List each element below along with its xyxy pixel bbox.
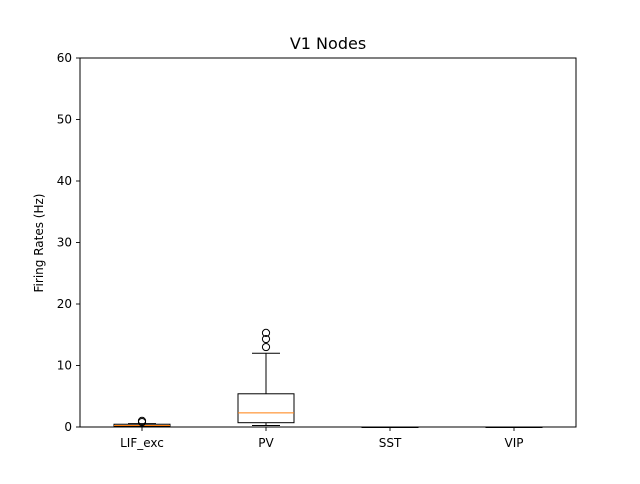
y-tick-label: 0 [64, 420, 72, 434]
y-axis-label: Firing Rates (Hz) [32, 194, 46, 293]
chart-title: V1 Nodes [290, 34, 366, 53]
y-tick-label: 50 [57, 113, 72, 127]
flier-point [137, 416, 147, 425]
y-tick-label: 40 [57, 174, 72, 188]
flier-point [261, 334, 271, 344]
flier-point [261, 342, 271, 352]
plot-frame [79, 57, 577, 428]
x-tick-label: VIP [505, 436, 524, 450]
x-tick-label: LIF_exc [120, 436, 164, 450]
y-tick-label: 20 [57, 297, 72, 311]
x-tick-label: SST [379, 436, 402, 450]
y-tick-label: 10 [57, 359, 72, 373]
x-tick-label: PV [258, 436, 274, 450]
y-tick-label: 30 [57, 236, 72, 250]
plot-area: 0 10 20 30 40 50 60 LIF_exc PV SST VIP [57, 51, 577, 450]
box-PV [237, 393, 295, 424]
y-tick-label: 60 [57, 51, 72, 65]
flier-point [261, 328, 271, 338]
